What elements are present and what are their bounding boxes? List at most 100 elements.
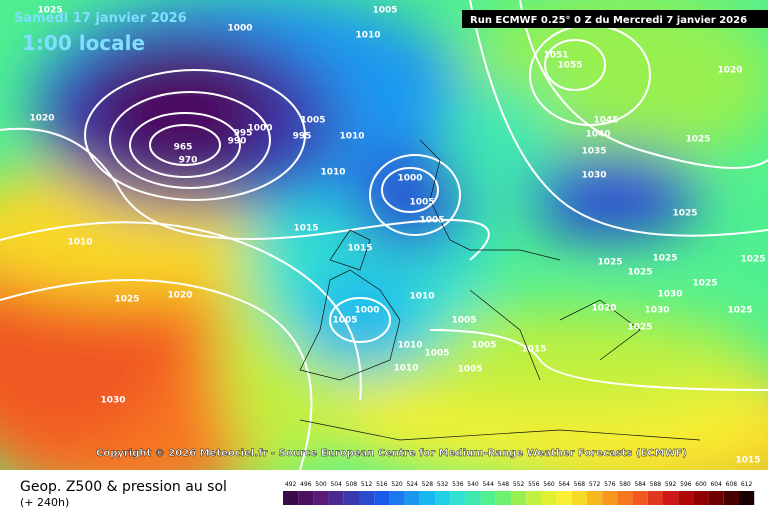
colorbar-label: 516	[376, 481, 388, 488]
colorbar-label: 584	[634, 481, 646, 488]
colorbar-cell	[708, 491, 724, 505]
colorbar-cell	[663, 491, 679, 505]
colorbar-label: 512	[361, 481, 373, 488]
isobar-label: 1020	[167, 291, 192, 301]
colorbar-label: 536	[452, 481, 464, 488]
isobar-label: 1030	[657, 290, 682, 300]
colorbar-cell	[313, 491, 329, 505]
colorbar-cell	[511, 491, 527, 505]
copyright: Copyright © 2026 Meteociel.fr - Source E…	[96, 448, 687, 459]
isobar-label: 1025	[672, 209, 697, 219]
colorbar-cell	[374, 491, 390, 505]
colorbar-label: 496	[300, 481, 312, 488]
isobar-label: 970	[179, 156, 198, 166]
isobar-label: 1015	[735, 456, 760, 466]
colorbar-cell	[298, 491, 314, 505]
isobar-label: 1005	[419, 216, 444, 226]
colorbar-label: 608	[726, 481, 738, 488]
isobar-label: 1015	[347, 244, 372, 254]
isobar-label: 1010	[393, 364, 418, 374]
isobar-label: 1051	[543, 51, 568, 61]
isobar-label: 1005	[300, 116, 325, 126]
colorbar-cell	[435, 491, 451, 505]
colorbar-label: 524	[406, 481, 418, 488]
colorbar-label: 508	[346, 481, 358, 488]
colorbar-label: 596	[680, 481, 692, 488]
colorbar-label: 556	[528, 481, 540, 488]
colorbar-cell	[602, 491, 618, 505]
colorbar-label: 520	[391, 481, 403, 488]
isobar-lines	[0, 0, 768, 470]
isobar-label: 1020	[29, 114, 54, 124]
isobar-label: 1025	[692, 279, 717, 289]
forecast-date: Samedi 17 janvier 2026	[14, 11, 187, 26]
legend-lead: (+ 240h)	[20, 496, 69, 509]
colorbar-label: 592	[665, 481, 677, 488]
colorbar-label: 532	[437, 481, 449, 488]
isobar-label: 1025	[727, 306, 752, 316]
isobar-label: 1010	[409, 292, 434, 302]
colorbar-label: 600	[695, 481, 707, 488]
isobar-label: 1030	[100, 396, 125, 406]
colorbar-label: 564	[558, 481, 570, 488]
run-info: Run ECMWF 0.25° 0 Z du Mercredi 7 janvie…	[470, 15, 747, 26]
isobar-label: 1025	[597, 258, 622, 268]
colorbar-cell	[678, 491, 694, 505]
colorbar-cell	[739, 491, 755, 505]
isobar-label: 1010	[397, 341, 422, 351]
colorbar-cell	[647, 491, 663, 505]
isobar-label: 1025	[740, 255, 765, 265]
isobar-label: 1025	[685, 135, 710, 145]
colorbar-label: 560	[543, 481, 555, 488]
isobar-label: 1015	[521, 345, 546, 355]
isobar-label: 1025	[627, 323, 652, 333]
isobar-label: 1000	[397, 174, 422, 184]
colorbar-cell	[541, 491, 557, 505]
colorbar-cell	[389, 491, 405, 505]
isobar-label: 1030	[644, 306, 669, 316]
colorbar-label: 552	[513, 481, 525, 488]
forecast-time: 1:00 locale	[22, 31, 145, 55]
colorbar-cell	[480, 491, 496, 505]
colorbar-cell	[495, 491, 511, 505]
isobar-label: 1010	[320, 168, 345, 178]
colorbar-label: 612	[741, 481, 753, 488]
colorbar-cell	[723, 491, 739, 505]
isobar-label: 965	[174, 143, 193, 153]
colorbar-cell	[343, 491, 359, 505]
colorbar-label: 576	[604, 481, 616, 488]
colorbar-label: 492	[285, 481, 297, 488]
isobar-label: 1020	[591, 304, 616, 314]
isobar-label: 1045	[593, 116, 618, 126]
isobar-label: 1005	[451, 316, 476, 326]
colorbar-cell	[328, 491, 344, 505]
colorbar-cell	[693, 491, 709, 505]
colorbar-cell	[359, 491, 375, 505]
isobar-label: 1000	[247, 124, 272, 134]
isobar-label: 1025	[114, 295, 139, 305]
colorbar-label: 572	[589, 481, 601, 488]
colorbar-cell	[571, 491, 587, 505]
legend-title: Geop. Z500 & pression au sol	[20, 479, 227, 495]
isobar-label: 990	[228, 137, 247, 147]
isobar-label: 995	[293, 132, 312, 142]
isobar-label: 1010	[355, 31, 380, 41]
isobar-label: 1005	[332, 316, 357, 326]
colorbar-cell	[283, 491, 299, 505]
isobar-label: 1015	[293, 224, 318, 234]
colorbar-cell	[556, 491, 572, 505]
colorbar-label: 588	[650, 481, 662, 488]
isobar-label: 1025	[37, 6, 62, 16]
colorbar-cell	[419, 491, 435, 505]
isobar-label: 1010	[339, 132, 364, 142]
colorbar-cell	[450, 491, 466, 505]
isobar-label: 1025	[627, 268, 652, 278]
colorbar-label: 604	[710, 481, 722, 488]
colorbar-cell	[617, 491, 633, 505]
colorbar-cell	[404, 491, 420, 505]
isobar-label: 995	[234, 129, 253, 139]
isobar-label: 1005	[372, 6, 397, 16]
isobar-label: 1005	[409, 198, 434, 208]
